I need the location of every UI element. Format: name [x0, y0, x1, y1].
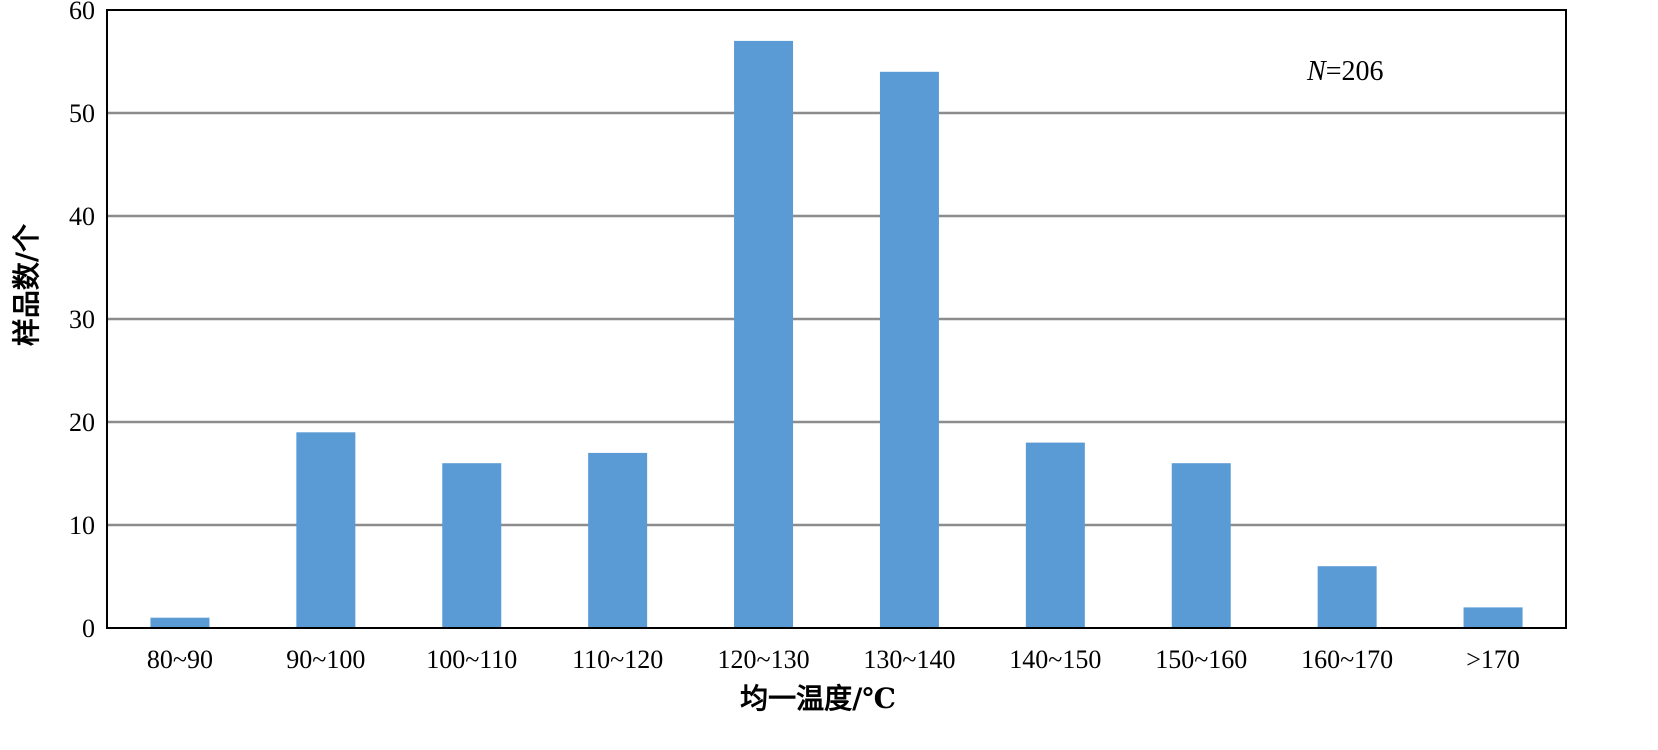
- x-tick-label: 120~130: [718, 645, 810, 674]
- x-tick-label: >170: [1466, 645, 1520, 674]
- bar-0: [150, 617, 210, 628]
- bar-8: [1317, 566, 1377, 628]
- bar-7: [1171, 463, 1231, 628]
- bar-1: [296, 432, 356, 628]
- y-tick-label: 20: [69, 408, 95, 437]
- sample-count-annotation: N=206: [1306, 56, 1383, 87]
- bars: [150, 40, 1523, 629]
- bar-3: [588, 452, 648, 628]
- y-axis-title: 样品数/个: [10, 223, 43, 346]
- x-tick-label: 160~170: [1301, 645, 1393, 674]
- y-tick-label: 30: [69, 305, 95, 334]
- bar-9: [1463, 607, 1523, 628]
- y-tick-label: 60: [69, 0, 95, 25]
- x-tick-label: 130~140: [863, 645, 955, 674]
- annotation-rest: =206: [1326, 56, 1384, 87]
- y-tick-label: 10: [69, 511, 95, 540]
- y-tick-label: 50: [69, 99, 95, 128]
- x-tick-label: 80~90: [147, 645, 213, 674]
- plot-frame: [106, 9, 1567, 629]
- gridlines: [107, 111, 1566, 527]
- bar-5: [879, 71, 939, 629]
- bar-2: [442, 463, 502, 628]
- y-tick-label: 40: [69, 202, 95, 231]
- bar-6: [1025, 442, 1085, 628]
- x-tick-label: 110~120: [572, 645, 663, 674]
- x-tick-labels: 80~90 90~100 100~110 110~120 120~130 130~140 1…: [147, 645, 1520, 674]
- annotation-italic: N: [1306, 56, 1327, 87]
- x-axis-title: 均一温度/℃: [740, 682, 896, 715]
- x-tick-label: 140~150: [1009, 645, 1101, 674]
- x-tick-label: 100~110: [426, 645, 517, 674]
- x-tick-label: 150~160: [1155, 645, 1247, 674]
- y-tick-label: 0: [82, 614, 95, 643]
- x-tick-label: 90~100: [286, 645, 365, 674]
- bar-4: [734, 40, 794, 628]
- y-tick-labels: 0 10 20 30 40 50 60: [69, 0, 95, 643]
